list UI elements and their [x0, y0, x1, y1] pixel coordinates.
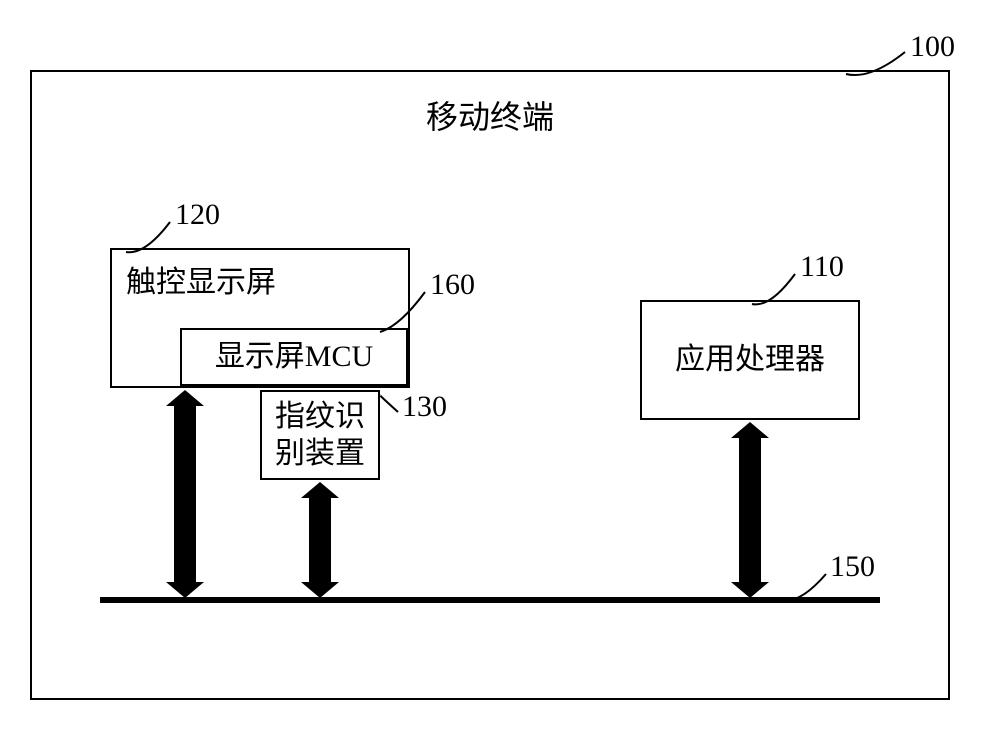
outer-title: 移动终端 [426, 92, 554, 138]
ref-label-120: 120 [175, 198, 220, 232]
ref-label-100: 100 [910, 30, 955, 64]
ref-label-110: 110 [800, 250, 844, 284]
block-fingerprint: 指纹识 别装置 [260, 390, 380, 480]
ref-label-160: 160 [430, 268, 475, 302]
diagram-stage: 移动终端 触控显示屏 显示屏MCU 指纹识 别装置 应用处理器 100 120 … [0, 0, 1000, 750]
touch-display-label: 触控显示屏 [126, 264, 276, 302]
display-mcu-label: 显示屏MCU [215, 338, 373, 376]
block-app-processor: 应用处理器 [640, 300, 860, 420]
fingerprint-label: 指纹识 别装置 [275, 398, 365, 473]
ref-label-150: 150 [830, 550, 875, 584]
ref-label-130: 130 [402, 390, 447, 424]
app-processor-label: 应用处理器 [675, 341, 825, 379]
block-display-mcu: 显示屏MCU [180, 328, 408, 386]
